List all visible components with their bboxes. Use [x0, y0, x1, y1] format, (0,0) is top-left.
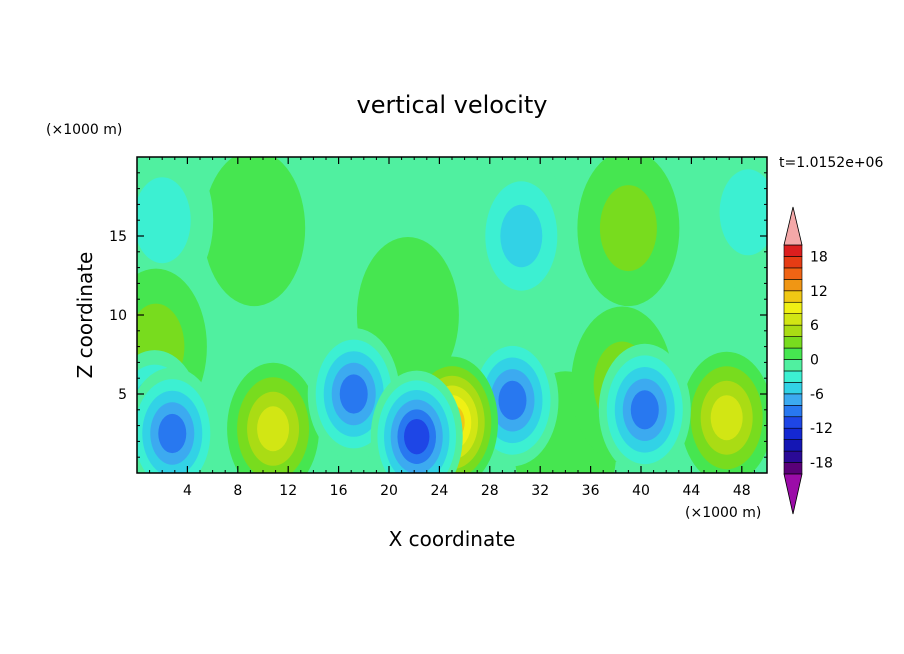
colorbar-segment [783, 404, 803, 418]
y-axis-ticks: 5 10 15 [109, 172, 767, 458]
colorbar-segment [783, 427, 803, 440]
chart-title: vertical velocity [357, 91, 548, 119]
colorbar-segment [783, 244, 803, 257]
heatmap-contour [339, 374, 368, 414]
x-tick-label: 24 [430, 483, 448, 499]
colorbar-tick-label: -12 [810, 421, 833, 437]
colorbar: -18 -12 -6 0 6 12 18 [783, 206, 833, 515]
x-tick-label: 32 [531, 483, 549, 499]
heatmap-contour [257, 406, 290, 452]
x-tick-label: 16 [330, 483, 348, 499]
heatmap-feature [598, 343, 691, 473]
heatmap-feature [470, 158, 573, 314]
colorbar-segment [783, 256, 803, 269]
y-axis-label: Z coordinate [73, 252, 97, 379]
colorbar-segment [783, 370, 803, 383]
colorbar-under-arrow [783, 473, 803, 515]
heatmap-contour [158, 413, 187, 454]
time-label: t=1.0152e+06 [779, 155, 883, 171]
x-tick-label: 12 [279, 483, 297, 499]
colorbar-segment [783, 279, 803, 292]
x-tick-label: 36 [582, 483, 600, 499]
heatmap-contour [203, 157, 306, 307]
heatmap-contour [630, 390, 659, 430]
colorbar-segment [783, 290, 803, 303]
x-unit-label: (×1000 m) [685, 505, 761, 521]
y-tick-label: 10 [109, 308, 127, 324]
heatmap-feature [137, 157, 214, 299]
heatmap-feature [227, 362, 320, 473]
colorbar-segment [783, 382, 803, 395]
colorbar-segment [783, 336, 803, 349]
y-tick-label: 5 [118, 387, 127, 403]
heatmap-feature [697, 157, 767, 291]
colorbar-over-arrow [783, 206, 803, 246]
x-tick-label: 40 [632, 483, 650, 499]
x-axis-label: X coordinate [389, 527, 516, 551]
heatmap-contour [498, 380, 527, 420]
heatmap-contour [599, 185, 657, 272]
heatmap-field [137, 157, 767, 473]
colorbar-tick-label: -18 [810, 456, 833, 472]
y-unit-label: (×1000 m) [46, 122, 122, 138]
heatmap-contour [710, 395, 743, 441]
x-tick-label: 8 [233, 483, 242, 499]
colorbar-segment [783, 393, 803, 406]
colorbar-tick-label: -6 [810, 387, 824, 403]
heatmap-feature [203, 157, 306, 307]
colorbar-segment [783, 301, 803, 314]
heatmap-feature [137, 367, 219, 473]
colorbar-segment [783, 450, 803, 463]
colorbar-segment [783, 359, 803, 372]
x-tick-label: 48 [733, 483, 751, 499]
heatmap-contour [719, 169, 767, 256]
heatmap-feature [370, 370, 463, 473]
colorbar-segment [783, 267, 803, 280]
colorbar-segment [783, 462, 803, 475]
heatmap-contour [137, 177, 191, 264]
heatmap-contour [500, 204, 543, 268]
heatmap-feature [680, 351, 767, 473]
colorbar-segment [783, 313, 803, 326]
colorbar-segment [783, 324, 803, 337]
x-tick-label: 20 [380, 483, 398, 499]
colorbar-tick-label: 12 [810, 284, 828, 300]
colorbar-tick-label: 0 [810, 353, 819, 369]
y-tick-label: 15 [109, 229, 127, 245]
x-tick-label: 28 [481, 483, 499, 499]
colorbar-segment [783, 439, 803, 452]
x-tick-label: 44 [682, 483, 700, 499]
heatmap-contour [404, 418, 430, 455]
heatmap-feature [577, 157, 680, 307]
colorbar-segment [783, 416, 803, 429]
colorbar-tick-label: 18 [810, 249, 828, 265]
x-axis-ticks: 4 8 12 16 20 24 28 32 36 40 44 48 [149, 157, 755, 499]
colorbar-tick-label: 6 [810, 318, 819, 334]
x-tick-label: 4 [183, 483, 192, 499]
colorbar-segment [783, 347, 803, 360]
